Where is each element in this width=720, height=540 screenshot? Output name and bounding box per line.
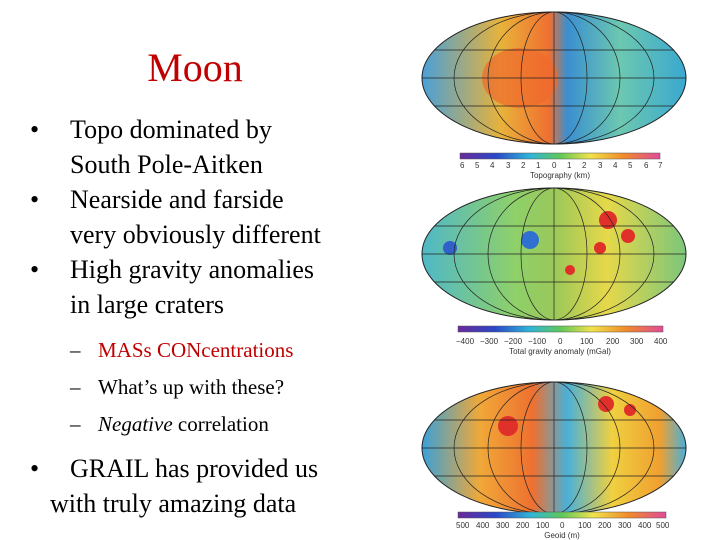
tick-label: 100 [580, 337, 594, 346]
tick-label: 300 [618, 521, 632, 530]
gravity-axis-title: Total gravity anomaly (mGal) [509, 347, 611, 356]
tick-label: 400 [638, 521, 652, 530]
tick-label: 400 [654, 337, 668, 346]
topography-axis-title: Topography (km) [530, 171, 590, 180]
gravity-map [421, 187, 687, 321]
tick-label: 2 [582, 161, 587, 170]
bullet-list: • Topo dominated by South Pole-Aitken • Nea… [30, 112, 360, 521]
tick-label: 7 [658, 161, 663, 170]
tick-label: −300 [480, 337, 499, 346]
tick-label: 1 [536, 161, 541, 170]
mascon [521, 231, 539, 249]
tick-label: 400 [476, 521, 490, 530]
sub-bullet-mascons: – MASs CONcentrations [70, 338, 294, 362]
tick-label: 200 [516, 521, 530, 530]
tick-label: 6 [460, 161, 465, 170]
bullet-nearside: • Nearside and farside very obviously diff… [30, 185, 321, 249]
geoid-axis-title: Geoid (m) [544, 531, 580, 540]
tick-label: −100 [528, 337, 547, 346]
mascon [565, 265, 575, 275]
mascon [599, 211, 617, 229]
tick-label: 1 [567, 161, 572, 170]
tick-label: 100 [578, 521, 592, 530]
tick-label: 4 [613, 161, 618, 170]
tick-label: 500 [656, 521, 670, 530]
gravity-colorbar: −400 −300 −200 −100 0 100 200 300 400 To… [456, 325, 668, 356]
tick-label: 200 [606, 337, 620, 346]
slide-title: Moon [147, 45, 243, 90]
tick-label: 300 [496, 521, 510, 530]
tick-label: 6 [644, 161, 649, 170]
tick-label: 3 [506, 161, 511, 170]
geoid-high [598, 396, 614, 412]
tick-label: 0 [558, 337, 563, 346]
mascon [594, 242, 606, 254]
geoid-high [498, 416, 518, 436]
tick-label: 2 [521, 161, 526, 170]
tick-label: 100 [536, 521, 550, 530]
tick-label: 3 [598, 161, 603, 170]
geoid-high [624, 404, 636, 416]
tick-label: −200 [504, 337, 523, 346]
geoid-tick-labels: 500 400 300 200 100 0 100 200 300 400 50… [456, 521, 670, 530]
tick-label: 500 [456, 521, 470, 530]
moon-maps-figure: 6 5 4 3 2 1 0 1 2 3 4 5 6 7 Topography (… [421, 11, 687, 540]
tick-label: 4 [490, 161, 495, 170]
bullet-topo: • Topo dominated by South Pole-Aitken [30, 115, 272, 179]
sub-bullet-negative: – Negative correlation [70, 412, 269, 436]
topography-colorbar: 6 5 4 3 2 1 0 1 2 3 4 5 6 7 Topography (… [459, 152, 663, 180]
tick-label: 200 [598, 521, 612, 530]
tick-label: 5 [628, 161, 633, 170]
gravity-tick-labels: −400 −300 −200 −100 0 100 200 300 400 [456, 337, 668, 346]
sub-bullet-question: – What’s up with these? [70, 375, 285, 399]
tick-label: −400 [456, 337, 475, 346]
geoid-colorbar: 500 400 300 200 100 0 100 200 300 400 50… [456, 511, 670, 540]
tick-label: 5 [475, 161, 480, 170]
topography-tick-labels: 6 5 4 3 2 1 0 1 2 3 4 5 6 7 [460, 161, 663, 170]
bullet-grail-cont: with truly amazing data [50, 489, 297, 518]
mascon [621, 229, 635, 243]
tick-label: 0 [552, 161, 557, 170]
tick-label: 0 [560, 521, 565, 530]
bullet-gravity: • High gravity anomalies in large craters [30, 255, 315, 319]
tick-label: 300 [630, 337, 644, 346]
topography-map [421, 11, 687, 145]
bullet-grail: • GRAIL has provided us [30, 454, 319, 483]
geoid-map [421, 381, 687, 515]
mascon [443, 241, 457, 255]
